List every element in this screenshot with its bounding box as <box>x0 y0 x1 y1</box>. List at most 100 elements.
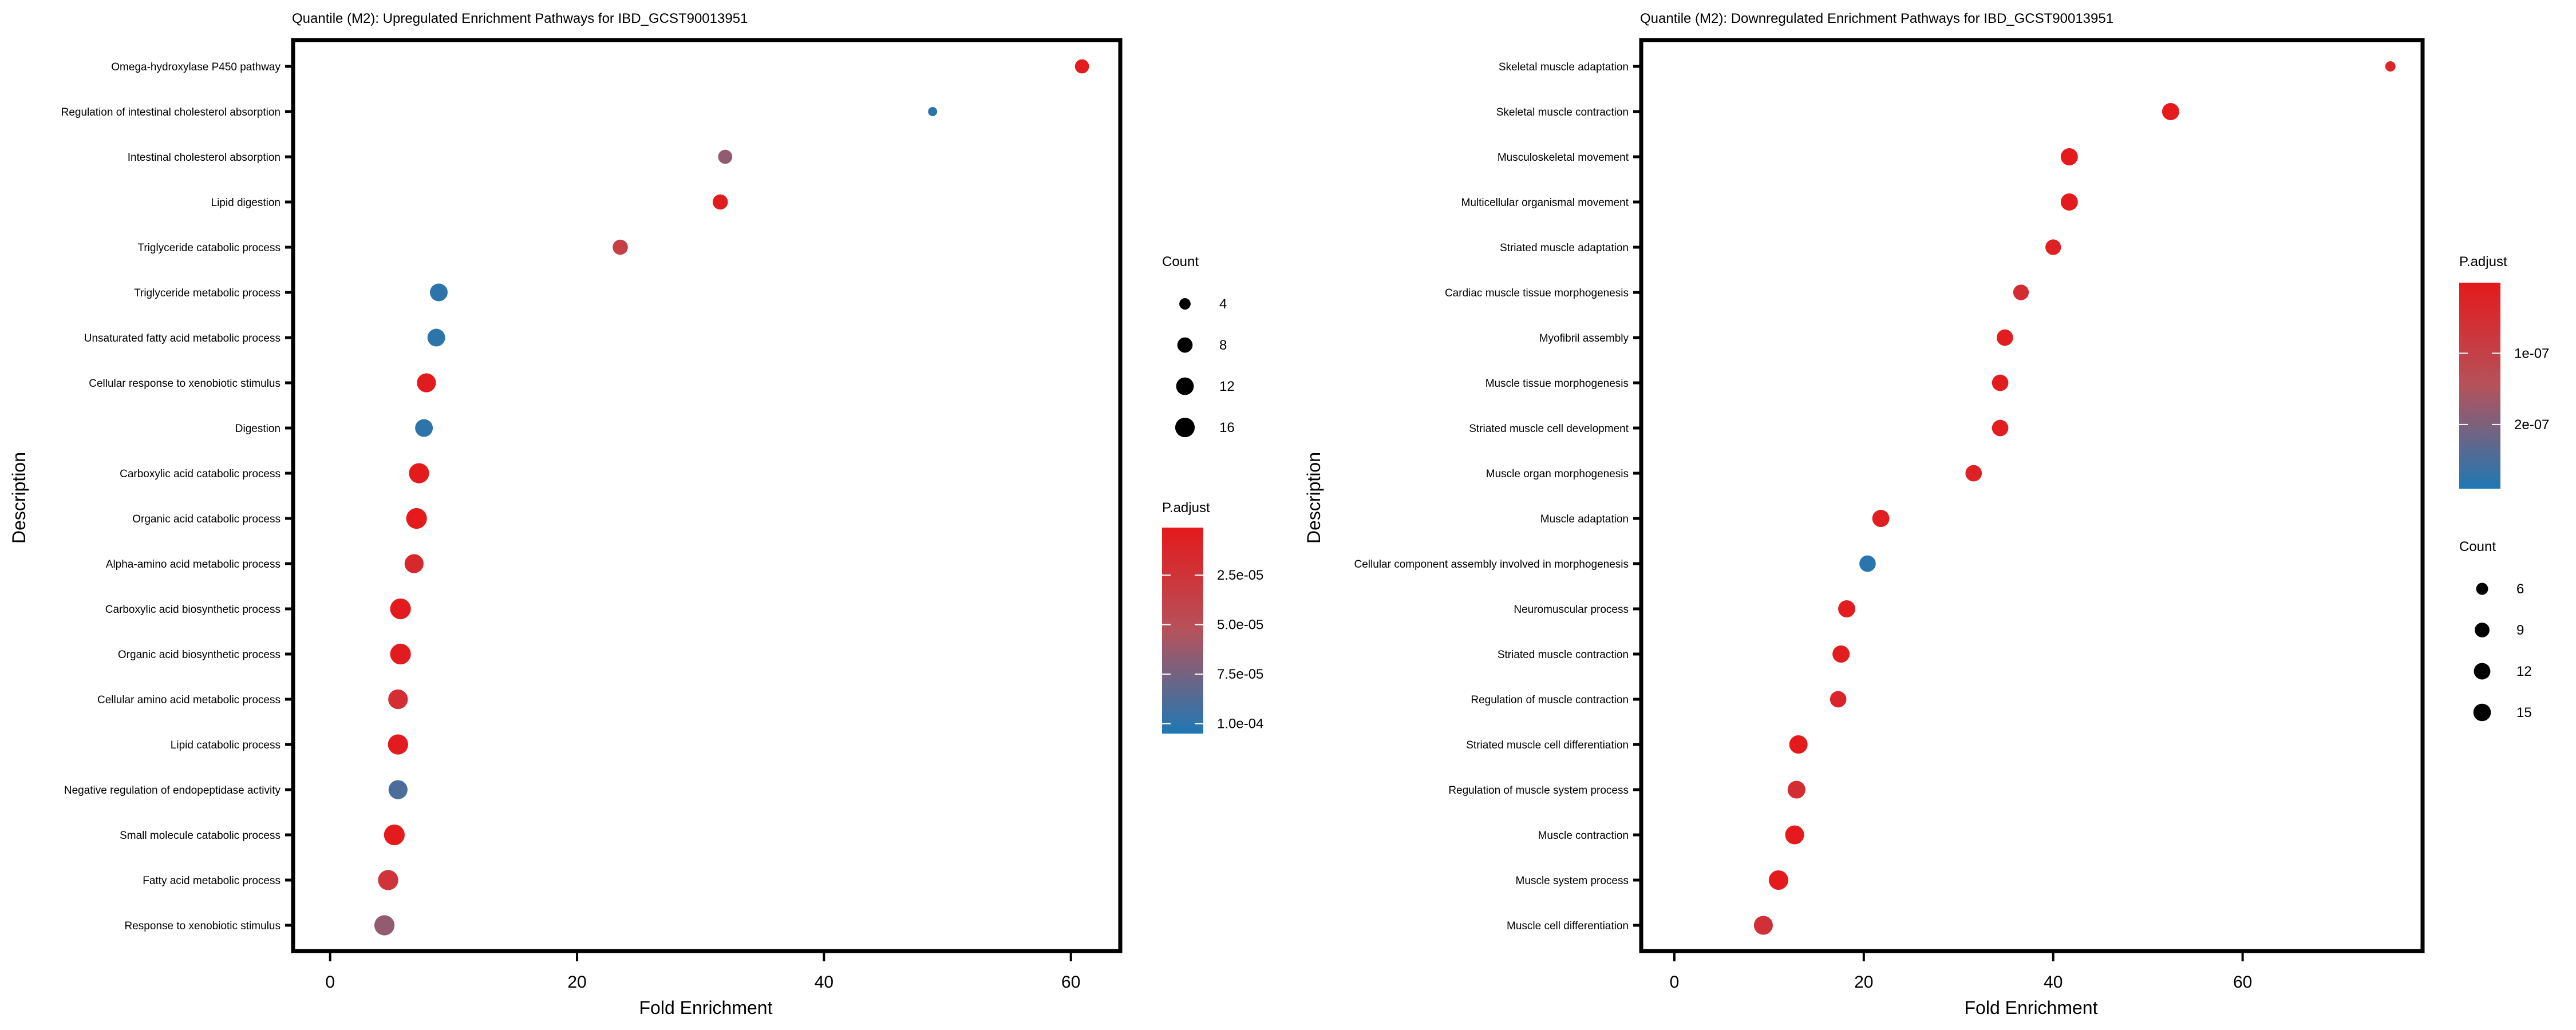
x-tick-label: 0 <box>1670 973 1680 992</box>
y-tick-label: Intestinal cholesterol absorption <box>128 152 280 164</box>
data-point <box>2385 61 2396 72</box>
y-tick-label: Cellular component assembly involved in … <box>1354 558 1629 571</box>
size-legend-key <box>1176 377 1194 395</box>
data-point <box>2060 148 2078 165</box>
y-axis-title: Description <box>1303 452 1324 544</box>
data-point <box>388 780 408 799</box>
legend: Count 4 8 12 16 P.adjust 2.5e-05 5.0e-05 7.5e-05… <box>1162 254 1263 734</box>
y-tick-label: Skeletal muscle adaptation <box>1499 61 1629 73</box>
size-legend-label: 9 <box>2516 623 2524 638</box>
y-tick-label: Organic acid catabolic process <box>132 513 280 525</box>
x-tick-label: 60 <box>1061 973 1080 992</box>
x-tick-label: 20 <box>567 973 586 992</box>
data-point <box>1965 465 1982 482</box>
y-tick-label: Regulation of intestinal cholesterol abs… <box>61 106 280 118</box>
data-point <box>417 373 436 393</box>
y-tick-label: Fatty acid metabolic process <box>143 875 280 887</box>
panel-downregulated: Quantile (M2): Downregulated Enrichment … <box>1303 11 2549 1018</box>
data-point <box>1753 916 1773 935</box>
color-legend-label: 1.0e-04 <box>1217 716 1263 732</box>
data-point <box>1838 600 1855 617</box>
color-legend-label: 2e-07 <box>2514 417 2549 433</box>
y-tick-label: Unsaturated fatty acid metabolic process <box>84 332 280 344</box>
data-point <box>388 734 408 755</box>
data-point <box>1859 555 1876 572</box>
y-axis-title: Description <box>9 452 29 544</box>
panel-border <box>291 38 1123 953</box>
y-tick-label: Myofibril assembly <box>1539 332 1629 344</box>
y-tick-label: Multicellular organismal movement <box>1461 197 1629 209</box>
plot-area: Skeletal muscle adaptation Skeletal muscl… <box>1354 38 2425 992</box>
y-tick-label: Alpha-amino acid metabolic process <box>106 558 280 571</box>
size-legend-title: Count <box>2459 539 2496 554</box>
color-legend-label: 7.5e-05 <box>1217 667 1263 682</box>
size-legend-label: 12 <box>1219 379 1235 394</box>
y-tick-label: Neuromuscular process <box>1514 604 1629 616</box>
data-point <box>2013 284 2029 300</box>
size-legend-label: 6 <box>2516 581 2524 597</box>
y-tick-label: Muscle contraction <box>1538 830 1629 842</box>
chart-title: Quantile (M2): Upregulated Enrichment Pa… <box>292 11 748 26</box>
y-tick-label: Organic acid biosynthetic process <box>118 649 280 661</box>
y-tick-label: Omega-hydroxylase P450 pathway <box>111 61 280 73</box>
data-point <box>374 915 395 936</box>
y-tick-label: Negative regulation of endopeptidase act… <box>64 785 281 797</box>
size-legend-label: 4 <box>1219 296 1227 312</box>
panel-border <box>1639 38 2425 953</box>
size-legend-label: 8 <box>1219 338 1227 353</box>
data-point <box>390 598 411 620</box>
y-tick-label: Striated muscle adaptation <box>1500 242 1629 254</box>
y-tick-label: Lipid digestion <box>211 197 280 209</box>
y-tick-label: Striated muscle cell development <box>1469 423 1629 435</box>
data-point <box>1832 645 1850 663</box>
size-legend-key <box>2474 663 2491 680</box>
size-legend-label: 12 <box>2516 664 2532 679</box>
x-axis-title: Fold Enrichment <box>639 997 773 1018</box>
color-bar <box>2459 283 2500 489</box>
data-point <box>928 107 938 116</box>
data-point <box>2045 239 2061 255</box>
data-point <box>1785 825 1804 845</box>
size-legend-title: Count <box>1162 254 1199 270</box>
y-tick-label: Regulation of muscle contraction <box>1471 694 1629 706</box>
chart-title: Quantile (M2): Downregulated Enrichment … <box>1640 11 2113 26</box>
size-legend-label: 15 <box>2516 705 2532 720</box>
x-axis-title: Fold Enrichment <box>1965 997 2098 1018</box>
x-tick-label: 20 <box>1854 973 1873 992</box>
y-tick-label: Response to xenobiotic stimulus <box>125 920 280 932</box>
data-point <box>1830 691 1847 708</box>
data-point <box>1992 419 2009 437</box>
color-legend-label: 2.5e-05 <box>1217 568 1263 583</box>
data-point <box>712 194 728 210</box>
data-point <box>378 870 398 890</box>
y-tick-label: Cellular response to xenobiotic stimulus <box>89 378 280 390</box>
size-legend-key <box>1179 298 1191 310</box>
y-tick-label: Musculoskeletal movement <box>1498 152 1629 164</box>
y-tick-label: Skeletal muscle contraction <box>1496 106 1629 118</box>
data-point <box>430 283 448 302</box>
y-tick-label: Striated muscle cell differentiation <box>1466 739 1629 751</box>
color-legend-title: P.adjust <box>1162 500 1210 516</box>
data-point <box>718 149 733 164</box>
data-point <box>427 328 445 347</box>
x-tick-label: 40 <box>815 973 833 992</box>
data-point <box>1997 329 2013 346</box>
y-tick-label: Striated muscle contraction <box>1498 649 1629 661</box>
size-legend-key <box>2473 703 2491 722</box>
x-tick-label: 40 <box>2044 973 2063 992</box>
data-point <box>1787 781 1805 799</box>
data-point <box>384 824 405 846</box>
y-tick-label: Triglyceride catabolic process <box>137 242 280 254</box>
y-tick-label: Carboxylic acid catabolic process <box>120 468 280 480</box>
data-point <box>1789 735 1808 754</box>
data-point <box>1872 510 1890 527</box>
y-tick-label: Carboxylic acid biosynthetic process <box>105 604 280 616</box>
y-tick-label: Muscle cell differentiation <box>1507 920 1629 932</box>
data-point <box>409 463 429 484</box>
x-tick-label: 60 <box>2233 973 2252 992</box>
data-point <box>2162 103 2179 120</box>
y-tick-label: Cardiac muscle tissue morphogenesis <box>1445 287 1629 299</box>
data-point <box>1074 59 1089 74</box>
y-tick-label: Muscle system process <box>1516 875 1629 887</box>
